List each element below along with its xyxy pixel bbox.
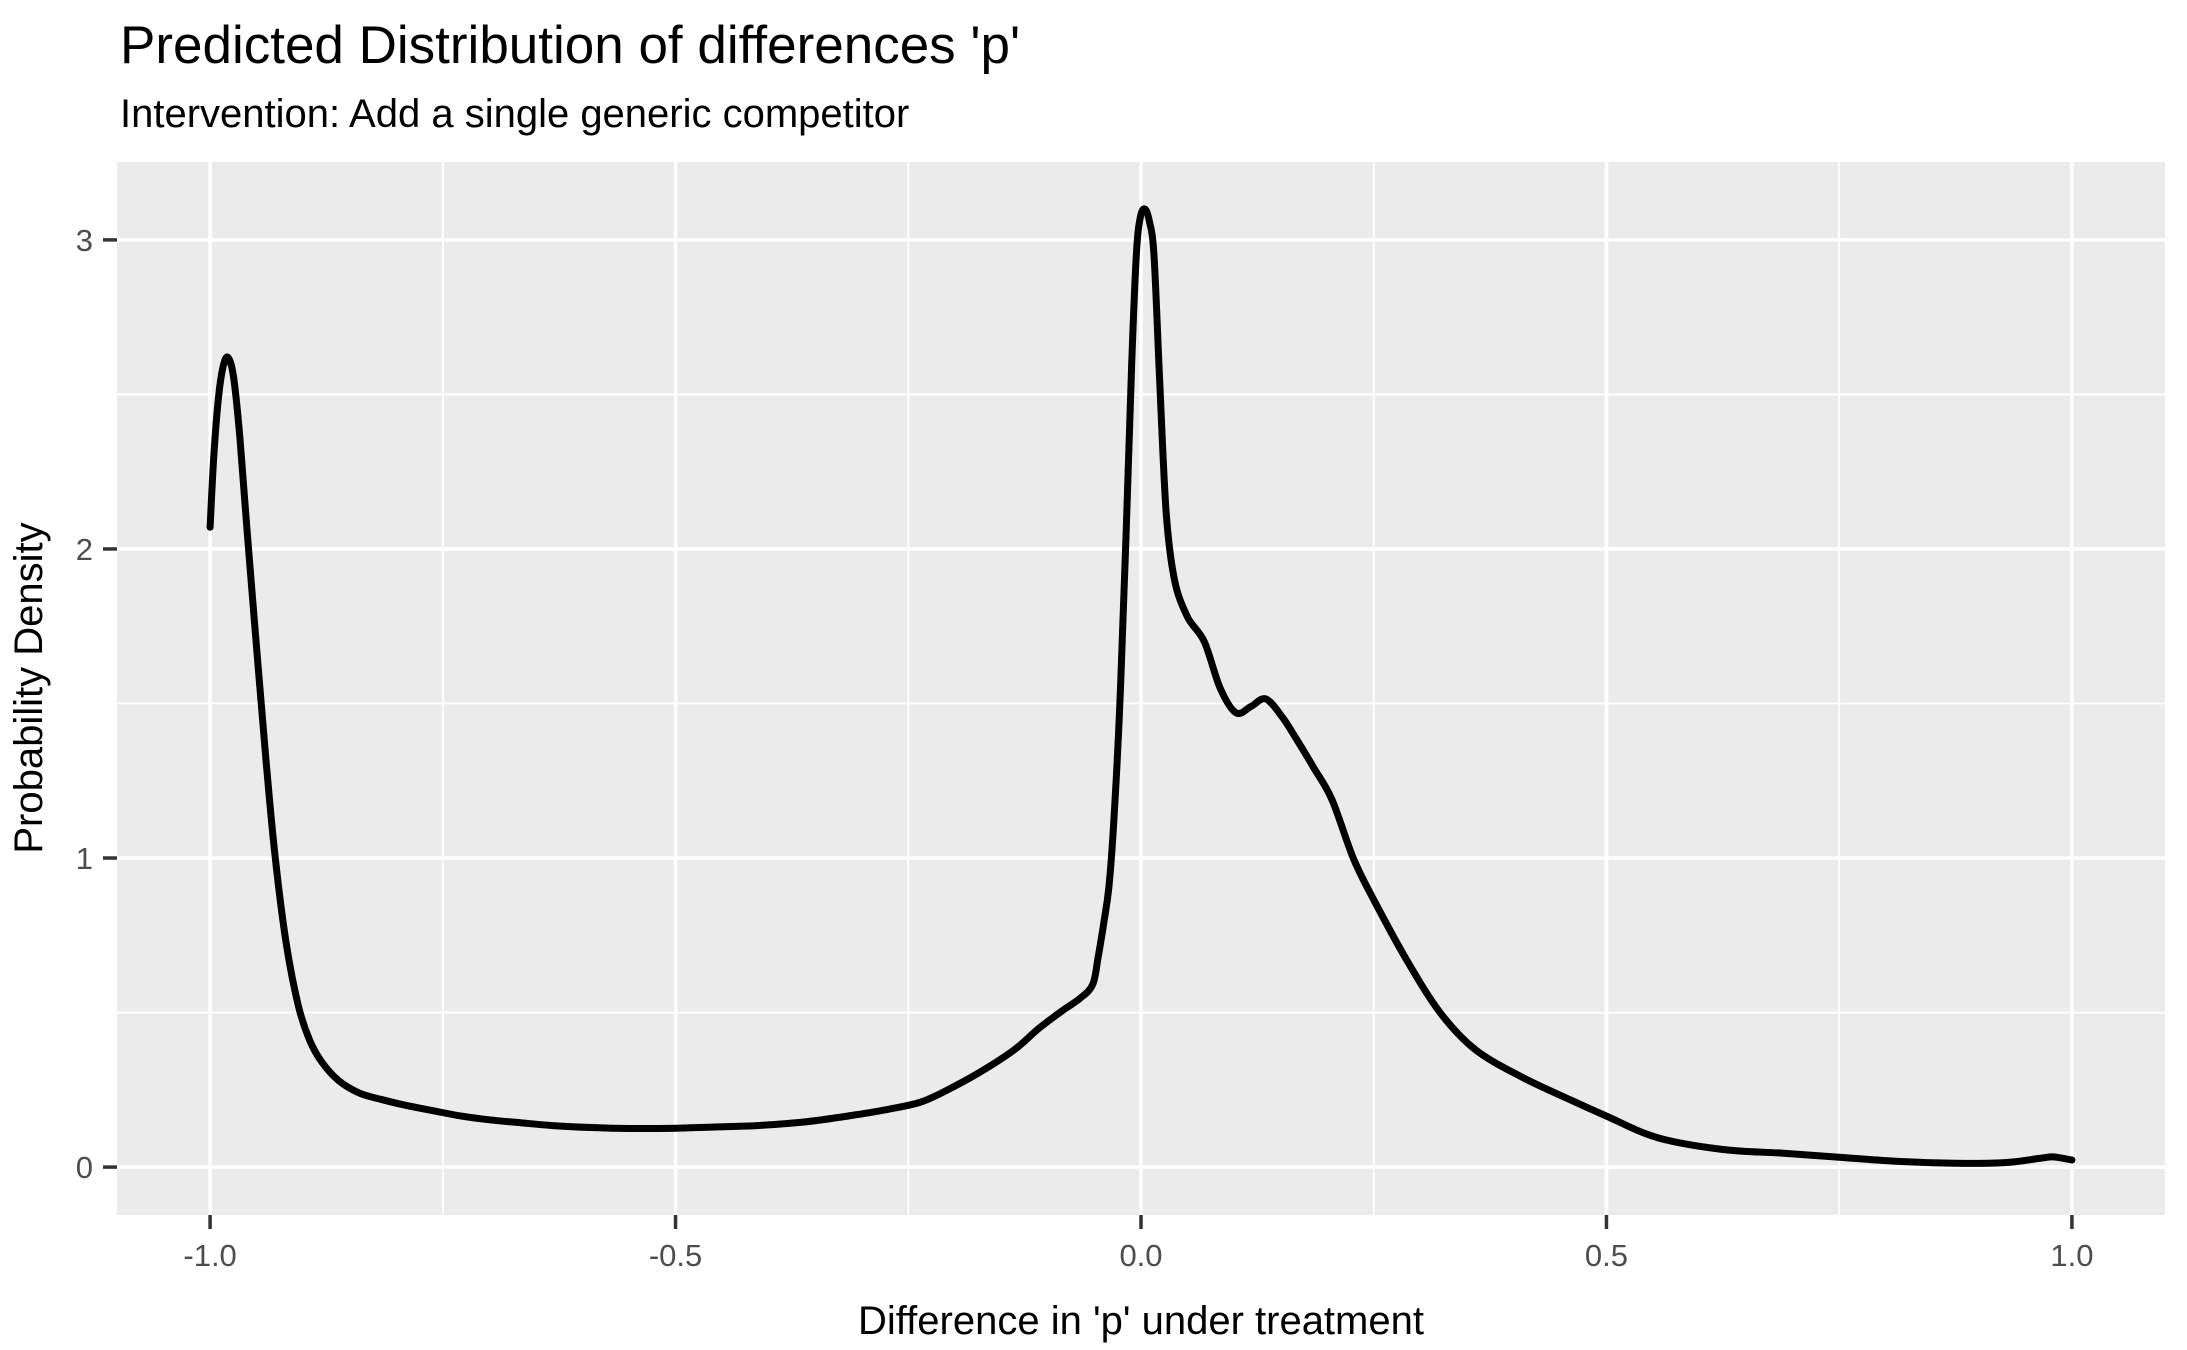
x-axis-tick-label: 0.5 (1585, 1238, 1628, 1273)
y-axis-tick-label: 1 (76, 841, 93, 876)
major-gridlines (117, 162, 2165, 1215)
plot-title: Predicted Distribution of differences 'p… (120, 16, 1020, 75)
axis-tick-marks (103, 238, 2074, 1229)
y-axis-tick-label: 3 (76, 223, 93, 258)
x-axis-tick-label: -0.5 (649, 1238, 702, 1273)
axis-tick-labels: 0 1 2 3 -1.0 -0.5 0.0 0.5 1.0 (76, 223, 2094, 1273)
plot-subtitle: Intervention: Add a single generic compe… (120, 92, 909, 136)
y-axis-title: Probability Density (7, 522, 51, 853)
x-axis-tick-label: 0.0 (1119, 1238, 1162, 1273)
x-axis-title: Difference in 'p' under treatment (858, 1299, 1424, 1343)
density-curve (206, 205, 2076, 1167)
y-axis-tick-label: 2 (76, 532, 93, 567)
x-axis-tick-label: -1.0 (183, 1238, 236, 1273)
x-axis-tick-label: 1.0 (2050, 1238, 2093, 1273)
y-axis-tick-label: 0 (76, 1150, 93, 1185)
